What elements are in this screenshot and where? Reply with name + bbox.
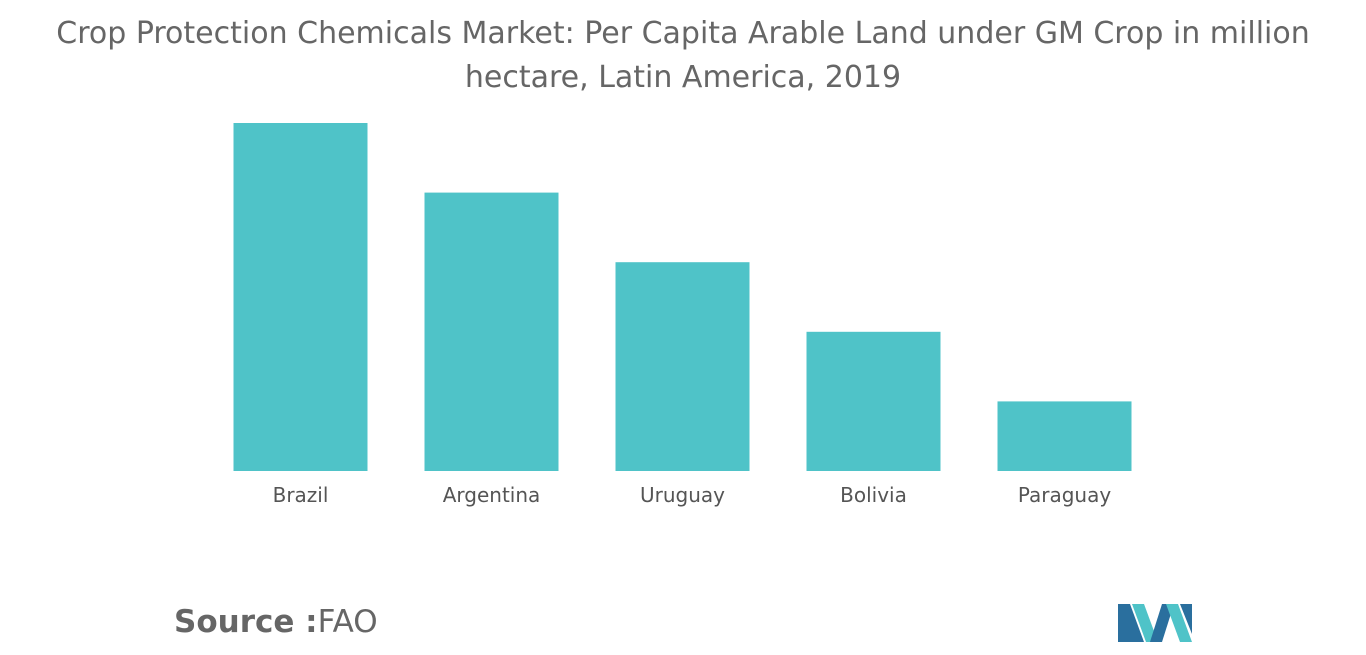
chart-title: Crop Protection Chemicals Market: Per Ca…	[56, 16, 1310, 95]
bar-brazil	[233, 123, 368, 471]
source-note: Source :FAO	[174, 604, 378, 640]
source-label: Source :	[174, 604, 318, 640]
x-tick-label: Argentina	[443, 483, 541, 507]
bar-uruguay	[615, 262, 750, 471]
bar-argentina	[424, 192, 559, 471]
bar-bolivia	[806, 331, 941, 471]
bar-paraguay	[997, 401, 1132, 471]
source-value: FAO	[317, 604, 378, 640]
x-tick-label: Bolivia	[840, 483, 907, 507]
x-tick-label: Brazil	[273, 483, 329, 507]
x-tick-label: Paraguay	[1018, 483, 1112, 507]
mordor-logo-icon	[1118, 604, 1192, 642]
x-tick-label: Uruguay	[640, 483, 725, 507]
